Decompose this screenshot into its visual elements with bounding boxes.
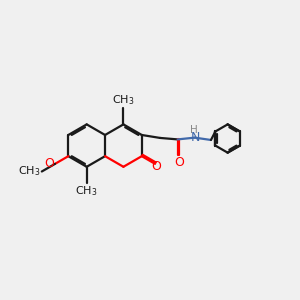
Text: O: O xyxy=(44,157,54,170)
Text: CH$_3$: CH$_3$ xyxy=(112,94,135,107)
Text: CH$_3$: CH$_3$ xyxy=(76,184,98,198)
Text: H: H xyxy=(190,125,198,135)
Text: N: N xyxy=(191,131,200,144)
Text: CH$_3$: CH$_3$ xyxy=(18,165,40,178)
Text: O: O xyxy=(152,160,161,173)
Text: O: O xyxy=(174,157,184,169)
